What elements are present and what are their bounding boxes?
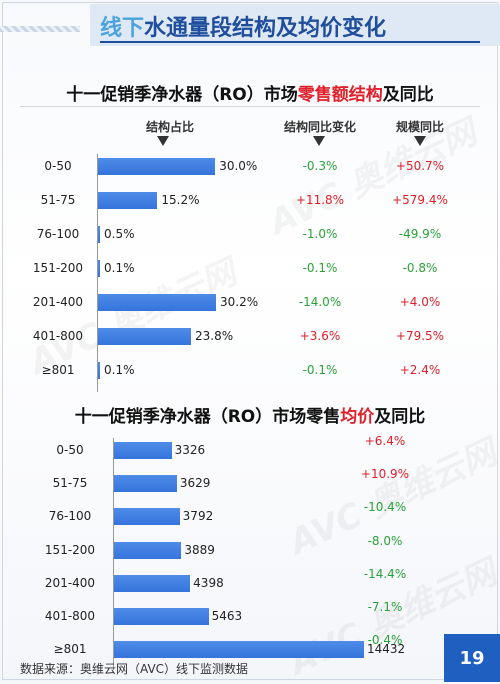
yoy-value: -10.4% xyxy=(363,500,407,515)
scale-change-value: +4.0% xyxy=(399,295,441,309)
bar-value-label: 4398 xyxy=(193,575,224,590)
bar-value-label: 14432 xyxy=(367,642,406,657)
share-change-value: +11.8% xyxy=(295,193,345,207)
share-change-value: -14.0% xyxy=(298,295,342,309)
header-bar xyxy=(90,4,500,46)
share-change-value: -0.1% xyxy=(302,261,338,275)
arrow-down-icon xyxy=(414,136,426,146)
share-bar xyxy=(98,362,100,379)
category-label: 76-100 xyxy=(48,509,92,524)
header-share: 结构占比 xyxy=(145,120,194,134)
yoy-value: -7.1% xyxy=(367,600,403,614)
bar-value-label: 3326 xyxy=(174,443,206,457)
price-bar xyxy=(114,508,180,526)
header-share-change: 结构同比变化 xyxy=(283,120,356,134)
bar-value-label: 30.0% xyxy=(219,159,258,173)
header-stripe xyxy=(0,26,80,32)
chart2-axis xyxy=(113,438,114,671)
category-label: 0-50 xyxy=(44,159,72,173)
share-bar xyxy=(98,260,100,277)
scale-change-value: +79.5% xyxy=(395,329,445,343)
share-change-value: -1.0% xyxy=(302,227,338,241)
bar-value-label: 3889 xyxy=(184,542,215,557)
bar-value-label: 5463 xyxy=(211,609,243,623)
bar-value-label: 23.8% xyxy=(194,329,234,343)
share-bar xyxy=(98,328,191,345)
yoy-value: +10.9% xyxy=(360,467,410,482)
price-bar xyxy=(114,475,177,493)
arrow-down-icon xyxy=(157,136,169,146)
yoy-value: -14.4% xyxy=(363,566,407,581)
page-number: 19 xyxy=(444,634,500,682)
chart2-title-post: 及同比 xyxy=(374,407,426,427)
price-bar xyxy=(114,608,209,625)
share-change-value: -0.1% xyxy=(302,363,338,377)
share-change-value: +3.6% xyxy=(299,329,341,343)
chart2-title-pre: 十一促销季净水器（RO）市场零售 xyxy=(74,407,341,427)
page-title-accent: 线下 xyxy=(100,16,145,41)
category-label: 151-200 xyxy=(32,261,84,275)
scale-change-value: +2.4% xyxy=(399,363,441,377)
scale-change-value: -49.9% xyxy=(398,227,442,241)
category-label: 201-400 xyxy=(44,575,96,590)
category-label: 201-400 xyxy=(32,295,84,309)
bar-value-label: 0.1% xyxy=(104,261,135,275)
category-label: 51-75 xyxy=(40,193,76,207)
chart1-title-hl: 零售额结构 xyxy=(297,85,383,105)
category-label: 76-100 xyxy=(36,227,80,241)
share-change-value: -0.3% xyxy=(302,159,338,173)
share-bar xyxy=(98,294,216,311)
price-bar xyxy=(114,541,182,559)
category-label: 401-800 xyxy=(32,329,84,343)
header-scale-change: 规模同比 xyxy=(395,120,444,134)
category-label: 401-800 xyxy=(44,609,96,623)
scale-change-value: +579.4% xyxy=(392,193,448,207)
category-label: ≥801 xyxy=(41,363,75,377)
source-note: 数据来源：奥维云网（AVC）线下监测数据 xyxy=(20,662,249,676)
bar-value-label: 15.2% xyxy=(161,193,200,207)
title-underline xyxy=(100,41,480,43)
chart1-title-post: 及同比 xyxy=(382,85,434,105)
category-label: 0-50 xyxy=(56,443,84,457)
category-label: ≥801 xyxy=(53,642,87,657)
page-title: 线下水通量段结构及均价变化 xyxy=(100,10,386,42)
yoy-value: -0.4% xyxy=(367,633,403,648)
chart1-rule xyxy=(20,106,480,107)
category-label: 51-75 xyxy=(52,476,88,491)
yoy-value: +6.4% xyxy=(364,434,406,448)
share-bar xyxy=(98,192,158,209)
share-bar xyxy=(98,158,216,175)
price-bar xyxy=(114,641,364,659)
chart1-title: 十一促销季净水器（RO）市场零售额结构及同比 xyxy=(0,80,500,105)
bar-value-label: 3629 xyxy=(179,476,211,491)
bar-value-label: 0.1% xyxy=(104,363,135,377)
bar-value-label: 0.5% xyxy=(104,227,135,241)
scale-change-value: -0.8% xyxy=(402,261,438,275)
scale-change-value: +50.7% xyxy=(395,159,445,173)
price-bar xyxy=(114,574,191,592)
share-bar xyxy=(98,226,100,243)
chart1-axis xyxy=(97,154,98,392)
category-label: 151-200 xyxy=(44,542,96,557)
arrow-down-icon xyxy=(313,136,325,146)
yoy-value: -8.0% xyxy=(367,533,403,548)
price-bar xyxy=(114,442,172,459)
chart2-title: 十一促销季净水器（RO）市场零售均价及同比 xyxy=(0,402,500,427)
page-title-rest: 水通量段结构及均价变化 xyxy=(144,16,387,41)
chart1-title-pre: 十一促销季净水器（RO）市场 xyxy=(66,85,298,105)
chart2-title-hl: 均价 xyxy=(340,407,375,427)
bar-value-label: 30.2% xyxy=(220,295,259,309)
bar-value-label: 3792 xyxy=(182,509,214,524)
